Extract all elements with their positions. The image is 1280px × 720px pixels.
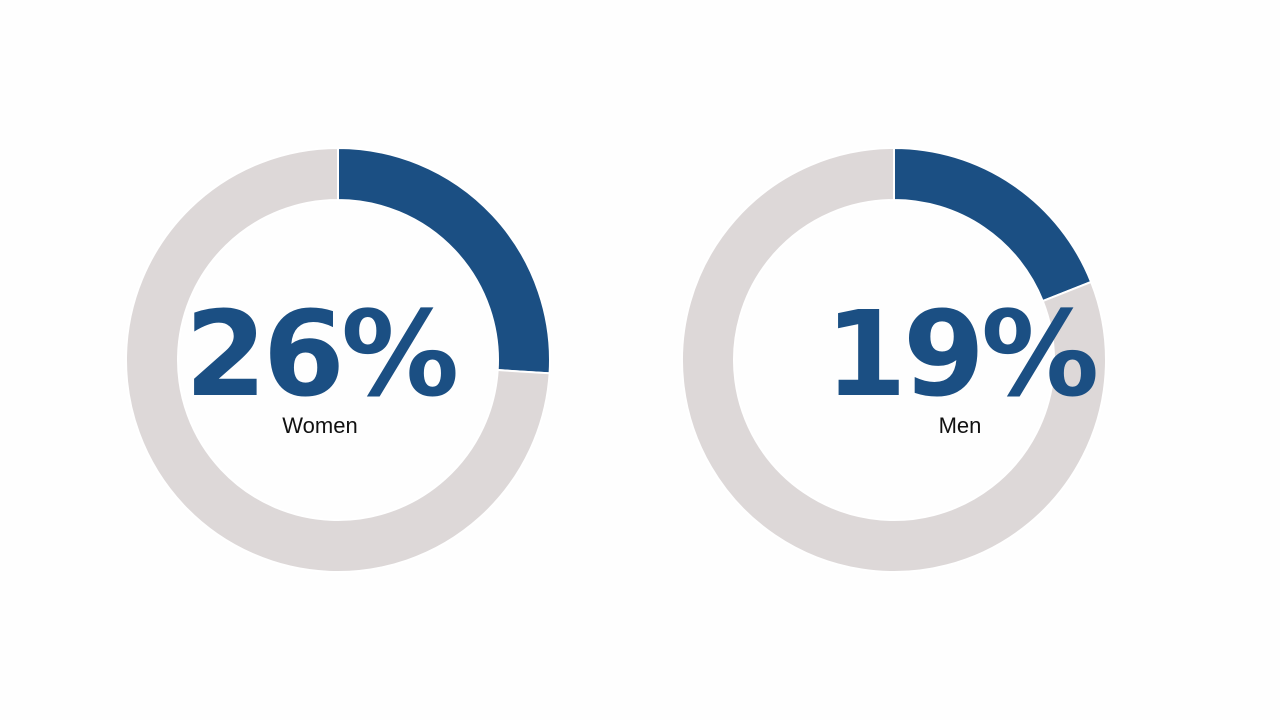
donut-slice-value <box>893 146 1093 303</box>
donut-slice-remainder <box>125 146 551 573</box>
percent-value: 26% <box>184 285 459 423</box>
donut-svg-men <box>681 146 1107 573</box>
donut-svg-women <box>125 146 551 573</box>
donut-chart-women: 26% Women <box>125 146 551 573</box>
percent-value: 19% <box>824 285 1099 423</box>
category-label: Women <box>282 413 358 438</box>
category-label: Men <box>938 413 982 438</box>
donut-chart-men: 19% Men <box>640 0 1280 720</box>
donut-slice-remainder <box>681 146 1107 573</box>
